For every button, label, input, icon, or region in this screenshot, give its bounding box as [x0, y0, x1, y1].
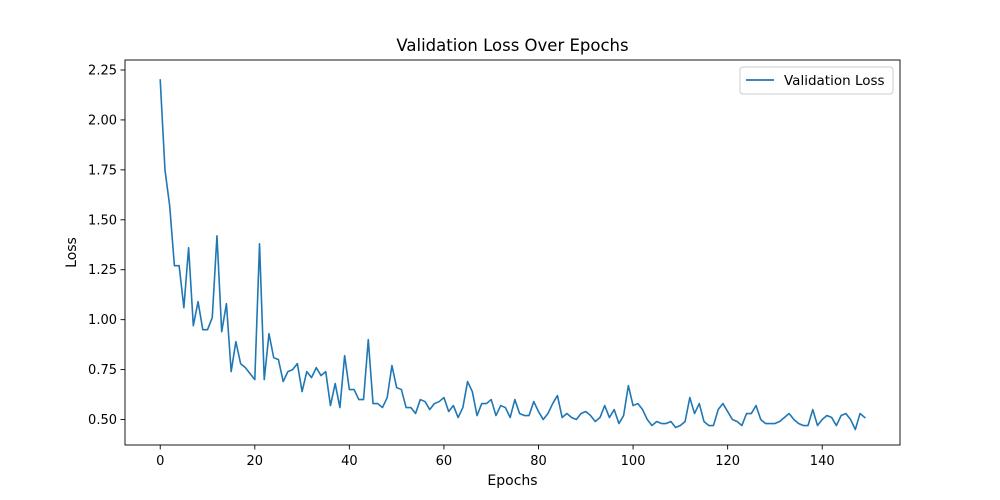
y-tick-label: 2.00: [88, 113, 117, 128]
x-tick-label: 100: [621, 454, 646, 469]
plot-frame: [124, 59, 901, 446]
x-axis-title: Epochs: [487, 473, 537, 489]
y-axis-ticks: 0.50 0.75 1.00 1.25 1.50 1.75 2.00 2.25: [88, 63, 125, 428]
y-tick-label: 1.50: [88, 213, 117, 228]
plot-area: [125, 60, 900, 445]
x-tick-label: 0: [156, 454, 164, 469]
x-tick-label: 140: [810, 454, 835, 469]
y-tick-label: 0.75: [88, 363, 117, 378]
y-tick-label: 0.50: [88, 413, 117, 428]
y-axis-title: Loss: [64, 237, 80, 268]
x-tick-label: 60: [436, 454, 453, 469]
chart-title: Validation Loss Over Epochs: [396, 36, 628, 55]
y-tick-label: 1.75: [88, 163, 117, 178]
legend: Validation Loss: [739, 66, 894, 95]
series-line-validation-loss: [159, 79, 866, 431]
y-tick-label: 1.25: [88, 263, 117, 278]
x-tick-label: 40: [341, 454, 358, 469]
y-tick-label: 1.00: [88, 313, 117, 328]
x-axis-ticks: 0 20 40 60 80 100 120 140: [156, 445, 835, 469]
x-tick-label: 80: [530, 454, 547, 469]
x-tick-label: 20: [247, 454, 264, 469]
y-tick-label: 2.25: [88, 63, 117, 78]
legend-label-validation-loss: Validation Loss: [784, 73, 885, 89]
x-tick-label: 120: [715, 454, 740, 469]
legend-box: [739, 66, 894, 95]
